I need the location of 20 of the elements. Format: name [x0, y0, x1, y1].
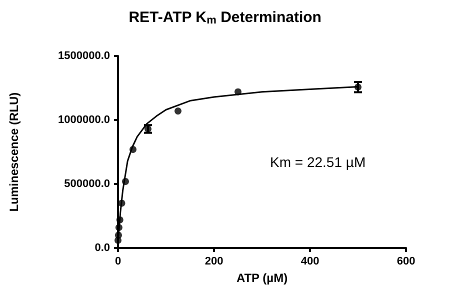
x-tick-label: 600 — [396, 256, 416, 268]
y-axis-title: Luminescence (RLU) — [7, 92, 21, 212]
y-tick-label: 0.0 — [94, 242, 110, 254]
y-tick-label: 1000000.0 — [58, 114, 110, 126]
chart-title: RET-ATP Km Determination — [128, 9, 322, 26]
x-axis-title: ATP (µM) — [236, 271, 288, 285]
point — [174, 108, 182, 115]
point — [234, 88, 242, 96]
point — [116, 216, 124, 224]
point — [115, 224, 122, 232]
point — [122, 178, 129, 185]
annotation: Km = 22.51 µM — [270, 154, 366, 170]
x-tick-label: 200 — [204, 256, 224, 268]
y-tick-label: 1500000.0 — [58, 50, 110, 62]
point — [130, 146, 136, 153]
x-tick-label: 0 — [114, 256, 122, 268]
point — [114, 232, 122, 239]
point — [118, 200, 126, 207]
x-tick-label: 400 — [300, 256, 320, 268]
y-tick-label: 500000.0 — [64, 178, 110, 190]
